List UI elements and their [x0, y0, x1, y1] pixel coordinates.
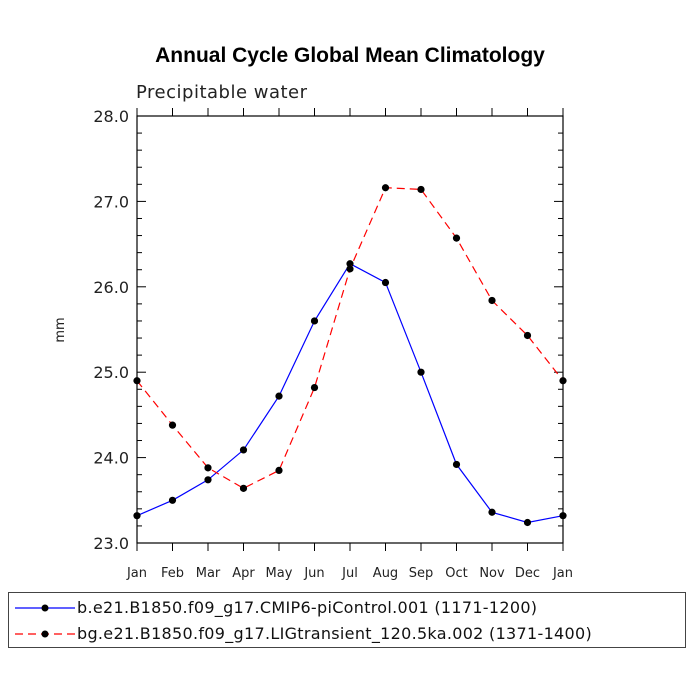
series-2-point [523, 331, 532, 340]
series-2-point [239, 484, 248, 492]
series-1-point [381, 278, 390, 287]
legend-item-series-1: b.e21.B1850.f09_g17.CMIP6-piControl.001 … [9, 595, 685, 619]
x-tick-label: Jan [126, 566, 147, 581]
series-2-point [381, 184, 390, 192]
y-tick-label: 27.0 [93, 192, 129, 211]
series-2-point [559, 377, 567, 385]
x-tick-label: Mar [196, 566, 221, 581]
x-tick-label: Dec [515, 566, 540, 581]
series-layer [133, 184, 567, 527]
series-line-1 [136, 262, 564, 524]
series-2-point [168, 421, 177, 429]
x-tick-label: May [266, 566, 293, 581]
series-1-point [523, 518, 532, 527]
y-tick-labels: 23.0 24.0 25.0 26.0 27.0 28.0 [93, 107, 129, 553]
x-tick-label: Sep [409, 566, 434, 581]
y-tick-label: 24.0 [93, 449, 129, 468]
series-2-point [488, 296, 496, 305]
series-1-point [275, 392, 283, 400]
legend-line-series-1 [15, 604, 75, 612]
series-2-point [204, 464, 212, 472]
plot-frame [136, 115, 564, 544]
series-2-point [275, 466, 283, 475]
series-1-point [417, 368, 425, 376]
series-1-point [452, 460, 461, 469]
x-tick-label: Jan [552, 566, 573, 581]
series-2-point [346, 265, 354, 273]
x-tick-label: Jun [303, 566, 324, 581]
x-tick-label: Apr [232, 566, 255, 581]
series-2-point [133, 377, 141, 385]
y-tick-label: 26.0 [93, 278, 129, 297]
series-1-point [133, 512, 141, 520]
y-tick-label: 25.0 [93, 363, 129, 382]
series-1-point [239, 446, 248, 454]
series-1-point [310, 317, 319, 325]
x-tick-label: Feb [161, 566, 184, 581]
series-2-point [310, 383, 319, 392]
series-line-2 [136, 187, 564, 489]
chart-title: Annual Cycle Global Mean Climatology [155, 44, 545, 67]
series-1-point [204, 476, 212, 484]
y-tick-label: 23.0 [93, 534, 129, 553]
legend-label-series-2: bg.e21.B1850.f09_g17.LIGtransient_120.5k… [77, 624, 593, 643]
series-1-point [168, 496, 177, 504]
series-1-point [488, 508, 496, 516]
series-2-point [452, 234, 461, 242]
legend-label-series-1: b.e21.B1850.f09_g17.CMIP6-piControl.001 … [77, 598, 538, 617]
x-tick-label: Oct [445, 566, 467, 581]
legend: b.e21.B1850.f09_g17.CMIP6-piControl.001 … [8, 592, 686, 648]
series-1-point [559, 512, 567, 520]
legend-item-series-2: bg.e21.B1850.f09_g17.LIGtransient_120.5k… [9, 621, 685, 645]
x-tick-label: Aug [373, 566, 398, 581]
series-2-point [417, 185, 425, 194]
chart-subtitle: Precipitable water [136, 82, 308, 103]
y-axis-label: mm [53, 317, 68, 342]
x-tick-label: Nov [479, 566, 505, 581]
x-tick-label: Jul [341, 566, 358, 581]
y-tick-label: 28.0 [93, 107, 129, 126]
legend-line-series-2 [15, 630, 75, 638]
x-tick-labels: Jan Feb Mar Apr May Jun Jul Aug Sep Oct Nov Dec Jan [126, 566, 573, 581]
